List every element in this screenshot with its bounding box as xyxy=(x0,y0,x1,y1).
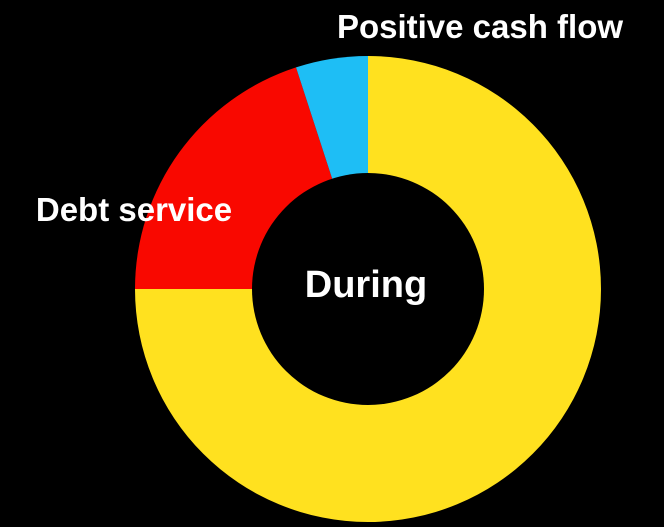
slice-label-positive-cash-flow: Positive cash flow xyxy=(337,8,623,45)
slice-label-debt-service: Debt service xyxy=(36,191,232,228)
center-label: During xyxy=(305,264,427,306)
donut-hole xyxy=(252,173,484,405)
